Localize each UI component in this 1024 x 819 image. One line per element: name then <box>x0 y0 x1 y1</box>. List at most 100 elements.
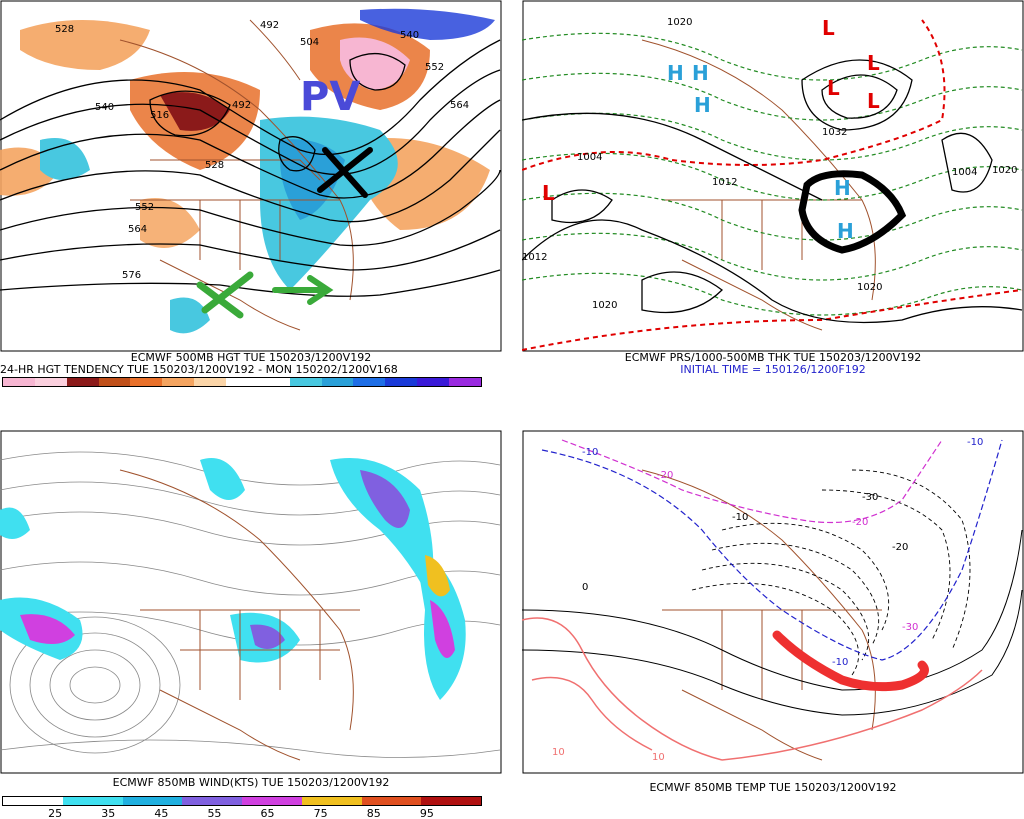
isotherm-label: -30 <box>902 622 918 633</box>
wind-colorbar-ticks: 25 35 45 55 65 75 85 95 <box>2 807 480 819</box>
isotherm-label: 10 <box>652 752 665 763</box>
low-pressure-marker: L <box>822 16 835 40</box>
colorbar-swatch <box>162 378 195 386</box>
tendency-warm-area <box>20 20 150 70</box>
contour-label: 564 <box>128 224 147 235</box>
colorbar-tick-label: 65 <box>260 807 275 819</box>
political-borders <box>119 19 354 331</box>
tendency-strong-warm <box>160 92 230 131</box>
map-pressure: 1020 1004 1012 1020 1032 1020 1012 1004 … <box>522 0 1024 352</box>
tendency-warm-area <box>140 198 200 248</box>
colorbar-swatch <box>353 378 386 386</box>
freezing-thickness-line <box>522 19 1023 351</box>
height-contours <box>0 39 501 297</box>
isobar-label: 1004 <box>577 152 602 163</box>
high-pressure-marker: H <box>692 61 709 85</box>
colorbar-tick-label: 75 <box>313 807 328 819</box>
panel-850mb-wind: ECMWF 850MB WIND(KTS) TUE 150203/1200V19… <box>0 430 502 819</box>
political-borders <box>119 469 360 761</box>
isobar-label: 1020 <box>992 165 1017 176</box>
isotherm-label: -20 <box>852 517 868 528</box>
panel-caption-line1: ECMWF PRS/1000-500MB THK TUE 150203/1200… <box>624 351 922 364</box>
political-borders <box>641 39 876 331</box>
colorbar-swatch <box>242 797 302 805</box>
contour-label: 516 <box>150 110 169 121</box>
zero-degree-isotherm <box>541 439 1003 661</box>
panel-caption-line1: ECMWF 500MB HGT TUE 150203/1200V192 <box>130 351 372 364</box>
contour-label: 492 <box>260 20 279 31</box>
colorbar-swatch <box>385 378 418 386</box>
tendency-colorbar <box>2 377 482 387</box>
green-arrow-annotation <box>272 275 334 305</box>
isobar-label: 1012 <box>522 252 547 263</box>
colorbar-swatch <box>417 378 450 386</box>
colorbar-swatch <box>182 797 242 805</box>
isotherm-label: -10 <box>832 657 848 668</box>
colorbar-swatch <box>66 378 99 386</box>
isobars <box>522 59 1023 324</box>
isotherm-label: -30 <box>862 492 878 503</box>
black-x-annotation <box>317 147 373 198</box>
colorbar-swatch <box>421 797 481 805</box>
contour-label: 540 <box>400 30 419 41</box>
colorbar-tick-label: 95 <box>419 807 434 819</box>
colorbar-tick-label: 25 <box>48 807 63 819</box>
black-circle-annotation <box>798 170 907 254</box>
initial-time-caption: INITIAL TIME = 150126/1200F192 <box>680 363 866 376</box>
panel-500mb-height: 528 504 492 552 540 564 516 492 528 540 … <box>0 0 502 388</box>
contour-label: 528 <box>205 160 224 171</box>
isobar-label: 1004 <box>952 167 977 178</box>
low-pressure-marker: L <box>827 76 840 100</box>
colorbar-swatch <box>449 378 481 386</box>
colorbar-tick-label: 45 <box>154 807 169 819</box>
isotherm-label: -10 <box>582 447 598 458</box>
contour-label: 564 <box>450 100 469 111</box>
colorbar-swatch <box>321 378 354 386</box>
colorbar-swatch <box>34 378 67 386</box>
low-pressure-marker: L <box>867 89 880 113</box>
contour-label: 540 <box>95 102 114 113</box>
map-850mb-wind <box>0 430 502 774</box>
colorbar-swatch <box>226 378 258 386</box>
contour-label: 504 <box>300 37 319 48</box>
map-850mb-temp: -10 -10 -20 -30 -20 -10 0 10 10 -10 -20 … <box>522 430 1024 774</box>
pv-annotation: PV <box>300 74 360 120</box>
isobar-label: 1020 <box>592 300 617 311</box>
high-pressure-marker: H <box>694 93 711 117</box>
colorbar-tick-label: 55 <box>207 807 222 819</box>
colorbar-swatch <box>3 378 35 386</box>
colorbar-swatch <box>62 797 123 805</box>
high-pressure-marker: H <box>667 61 684 85</box>
contour-label: 528 <box>55 24 74 35</box>
panel-caption-line1: ECMWF 850MB WIND(KTS) TUE 150203/1200V19… <box>112 776 390 789</box>
isotherm-label: -10 <box>967 437 983 448</box>
wind-speed-fills <box>0 458 466 700</box>
colorbar-swatch <box>3 797 63 805</box>
map-500mb: 528 504 492 552 540 564 516 492 528 540 … <box>0 0 502 352</box>
tendency-strongest-warm <box>340 37 410 90</box>
panel-pressure-thickness: 1020 1004 1012 1020 1032 1020 1012 1004 … <box>522 0 1024 388</box>
colorbar-swatch <box>361 797 422 805</box>
colorbar-tick-label: 35 <box>101 807 116 819</box>
isobar-label: 1032 <box>822 127 847 138</box>
green-x-annotation <box>196 271 254 319</box>
high-pressure-marker: H <box>837 219 854 243</box>
isotherm-label: -20 <box>892 542 908 553</box>
isotherm-label: 10 <box>552 747 565 758</box>
isotherm-label: -20 <box>657 470 673 481</box>
isotherm-label: -10 <box>732 512 748 523</box>
tendency-cold-area <box>170 297 210 334</box>
cold-isotherm <box>561 439 943 524</box>
contour-label: 552 <box>135 202 154 213</box>
temperature-isotherms-above <box>522 529 1023 716</box>
isobar-label: 1012 <box>712 177 737 188</box>
panel-850mb-temp: -10 -10 -20 -30 -20 -10 0 10 10 -10 -20 … <box>522 430 1024 819</box>
tendency-cold-area <box>360 8 495 40</box>
thickness-contours <box>522 32 1023 316</box>
colorbar-swatch <box>194 378 227 386</box>
low-pressure-marker: L <box>867 51 880 75</box>
low-pressure-marker: L <box>542 181 555 205</box>
panel-caption-line1: ECMWF 850MB TEMP TUE 150203/1200V192 <box>649 781 897 794</box>
isotherm-label: 0 <box>582 582 588 593</box>
temperature-isotherms-below <box>691 469 971 676</box>
